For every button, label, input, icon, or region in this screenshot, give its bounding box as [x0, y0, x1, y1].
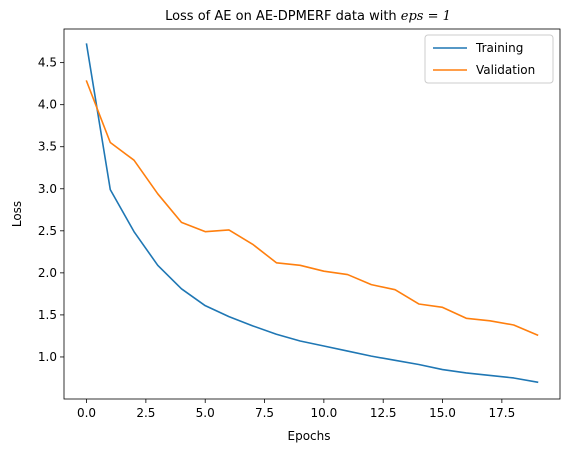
y-tick-label: 1.0: [38, 350, 57, 364]
legend-label-training: Training: [475, 41, 523, 55]
x-axis-label: Epochs: [288, 429, 331, 443]
y-tick-label: 3.0: [38, 182, 57, 196]
chart-title: Loss of AE on AE-DPMERF data with eps = …: [165, 9, 451, 24]
x-tick-label: 0.0: [77, 406, 96, 420]
legend: Training Validation: [424, 34, 554, 84]
y-axis-ticks: 1.0 1.5 2.0 2.5 3.0 3.5 4.0 4.5: [38, 56, 64, 364]
x-tick-label: 7.5: [255, 406, 274, 420]
chart-title-math: eps = 1: [401, 9, 451, 24]
chart-title-text: Loss of AE on AE-DPMERF data with: [165, 9, 401, 24]
legend-box: [424, 34, 554, 84]
y-axis-label: Loss: [10, 201, 24, 227]
x-tick-label: 17.5: [488, 406, 515, 420]
y-tick-label: 2.5: [38, 224, 57, 238]
x-axis-ticks: 0.0 2.5 5.0 7.5 10.0 12.5 15.0 17.5: [77, 399, 515, 420]
x-tick-label: 12.5: [370, 406, 397, 420]
y-tick-label: 4.5: [38, 56, 57, 70]
series-layer: [85, 43, 539, 384]
legend-label-validation: Validation: [476, 63, 535, 77]
y-tick-label: 1.5: [38, 308, 57, 322]
y-tick-label: 3.5: [38, 140, 57, 154]
x-tick-label: 5.0: [196, 406, 215, 420]
y-tick-label: 4.0: [38, 98, 57, 112]
series-line-validation: [85, 80, 539, 337]
x-tick-label: 2.5: [136, 406, 155, 420]
y-tick-label: 2.0: [38, 266, 57, 280]
x-tick-label: 15.0: [429, 406, 456, 420]
plot-frame: [63, 28, 561, 400]
x-tick-label: 10.0: [311, 406, 338, 420]
series-line-training: [85, 43, 539, 384]
